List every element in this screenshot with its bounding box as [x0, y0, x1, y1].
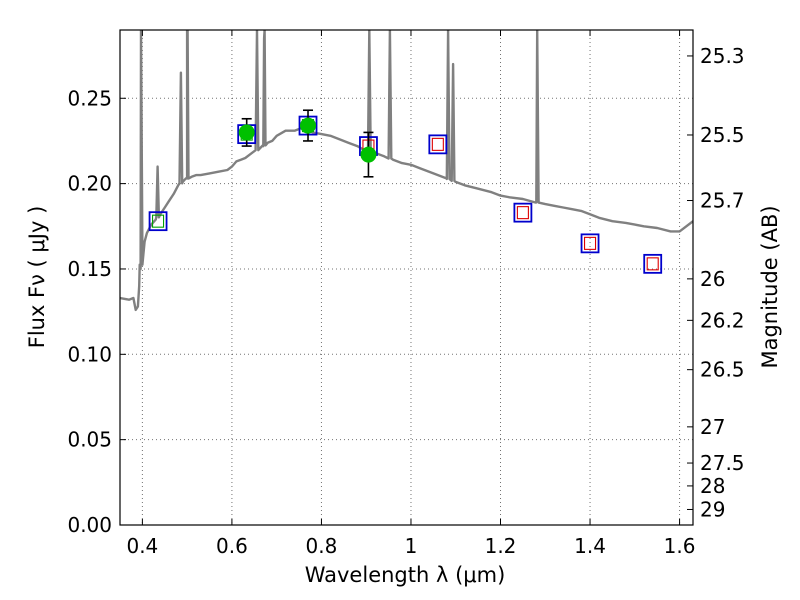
- x-tick-label: 1.4: [574, 534, 606, 558]
- model-flux-square: [428, 134, 448, 155]
- y-tick-label: 0.20: [67, 172, 112, 196]
- y-tick-label: 0.00: [67, 513, 112, 537]
- model-flux-inner-square: [431, 137, 444, 151]
- y-tick-label: 0.25: [67, 86, 112, 110]
- grid: [120, 30, 693, 526]
- y-tick-label: 0.15: [67, 257, 112, 281]
- plot-data: [120, 30, 693, 312]
- model-flux-inner-square: [152, 214, 165, 228]
- x-tick-label: 1: [405, 534, 418, 558]
- mag-tick-label: 29: [700, 497, 725, 521]
- model-flux-square: [580, 233, 600, 254]
- mag-tick-label: 27: [700, 415, 725, 439]
- mag-tick-label: 26: [700, 267, 725, 291]
- model-flux-inner-square: [646, 257, 659, 271]
- mag-tick-label: 26.5: [700, 358, 745, 382]
- plot-frame: [119, 29, 694, 526]
- y-axis-label: Flux Fν ( μJy ): [25, 206, 49, 349]
- model-flux-inner-square: [583, 236, 597, 250]
- axes: 0.4 0.6 0.8 1 1.2 1.4 1.6 0.00 0.05 0.10 0.15 0.20 0…: [67, 30, 745, 558]
- x-tick-label: 0.6: [216, 534, 248, 558]
- mag-tick-label: 25.5: [700, 123, 745, 147]
- mag-tick-label: 25.3: [700, 44, 745, 68]
- model-flux-square: [148, 211, 168, 232]
- mag-tick-label: 25.7: [700, 189, 745, 213]
- mag-tick-label: 27.5: [700, 451, 745, 475]
- x-tick-label: 0.8: [306, 534, 338, 558]
- model-flux-square: [513, 202, 533, 223]
- model-flux-inner-square: [516, 206, 529, 220]
- x-tick-label: 1.6: [664, 534, 696, 558]
- mag-tick-label: 28: [700, 474, 725, 498]
- spectrum-line: [120, 30, 693, 312]
- x-tick-label: 1.2: [485, 534, 517, 558]
- y-axis-right-label: Magnitude (AB): [758, 205, 782, 368]
- x-axis-label: Wavelength λ (μm): [305, 563, 506, 587]
- observed-flux-point: [300, 117, 317, 134]
- model-flux-square: [643, 253, 663, 274]
- mag-tick-label: 26.2: [700, 308, 745, 332]
- y-tick-label: 0.05: [67, 428, 112, 452]
- x-tick-label: 0.4: [126, 534, 158, 558]
- observed-flux-point: [360, 146, 377, 163]
- y-tick-label: 0.10: [67, 342, 112, 366]
- observed-flux-point: [238, 124, 255, 141]
